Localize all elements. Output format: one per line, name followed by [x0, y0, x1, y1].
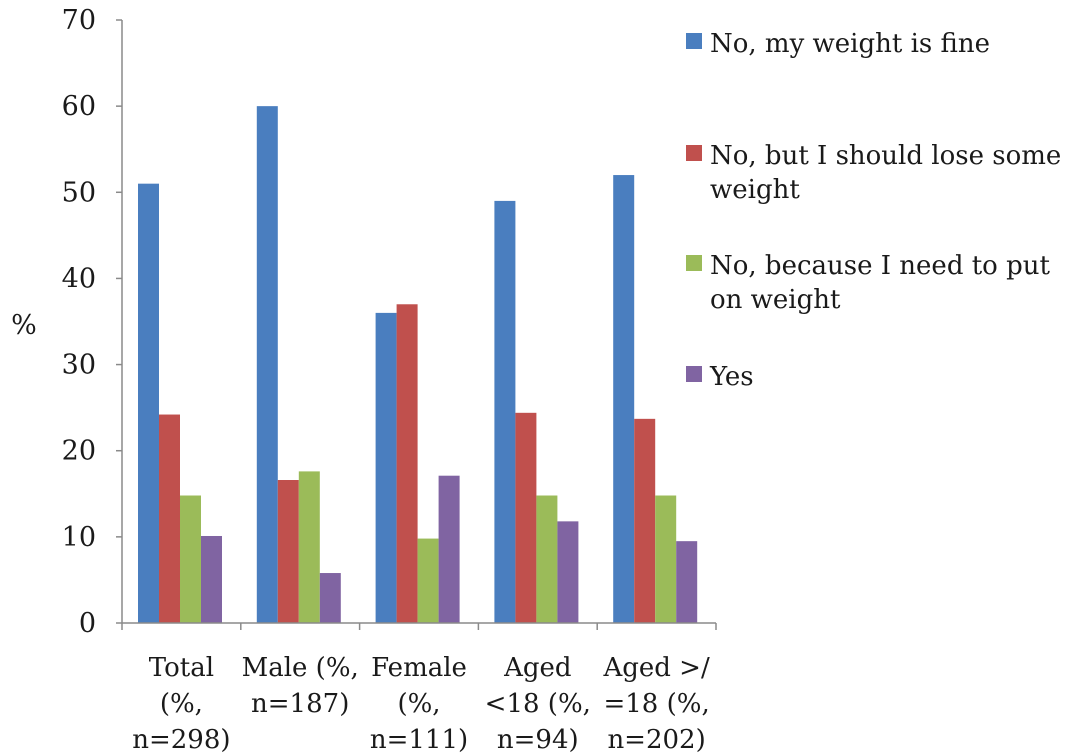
bar	[417, 538, 439, 623]
y-tick-label: 70	[62, 5, 96, 36]
y-tick-label: 0	[79, 608, 96, 639]
category-label: Total (%, n=298)	[132, 653, 230, 755]
y-tick-label: 30	[62, 350, 96, 381]
bar	[494, 200, 516, 623]
bar	[180, 495, 201, 623]
bar	[159, 414, 180, 623]
legend-label: No, because I need to put on weight	[710, 251, 1050, 315]
legend-swatch	[686, 255, 702, 271]
category-label: Male (%, n=187)	[242, 653, 359, 719]
y-tick-label: 20	[62, 436, 96, 467]
bar	[396, 304, 418, 623]
legend-label: Yes	[709, 362, 754, 392]
legend-label: No, but I should lose some weight	[710, 141, 1061, 205]
bar	[319, 573, 341, 623]
category-label: Female (%, n=111)	[370, 653, 468, 755]
plot-area: 0 10 20 30 40 50 60 70 Total (%, n=298)Male (%, n=1…	[62, 5, 717, 755]
legend-swatch	[686, 33, 702, 49]
y-tick-label: 60	[62, 91, 96, 122]
bar	[557, 521, 579, 623]
bar	[375, 312, 397, 623]
y-tick-label: 10	[62, 522, 96, 553]
bar	[138, 183, 159, 623]
y-tick-label: 40	[62, 263, 96, 294]
bar	[515, 412, 537, 623]
bar	[536, 495, 558, 623]
y-axis-title: %	[11, 310, 37, 341]
bar	[634, 418, 656, 623]
y-tick-label: 50	[62, 177, 96, 208]
bar	[613, 175, 635, 624]
bar	[655, 495, 677, 623]
category-label: Aged <18 (%, n=94)	[485, 653, 591, 755]
legend-label: No, my weight is fine	[710, 29, 990, 59]
category-label: Aged >/=18 (%, n=202)	[602, 653, 710, 755]
bar	[277, 480, 299, 623]
bar	[676, 541, 698, 623]
bar	[201, 535, 222, 623]
legend-swatch	[686, 366, 702, 382]
legend: No, my weight is fine No, but I should lo…	[686, 29, 1061, 392]
legend-swatch	[686, 145, 702, 161]
bar	[256, 106, 278, 623]
bar	[438, 475, 460, 623]
bar	[298, 471, 320, 623]
